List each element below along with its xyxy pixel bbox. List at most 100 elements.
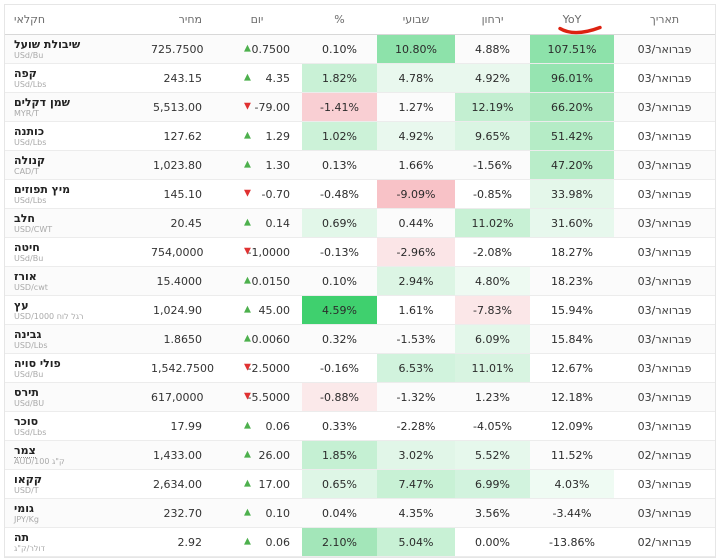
column-header-price[interactable]: מחיר (151, 5, 212, 35)
table-row[interactable]: גומי JPY/Kg 232.70 ▲ 0.10 0.04% 4.35% 3.… (5, 498, 715, 528)
yoy-change-cell: 12.18% (530, 382, 614, 412)
table-row[interactable]: קפה USd/Lbs 243.15 ▲ 4.35 1.82% 4.78% 4.… (5, 63, 715, 93)
monthly-change-cell: -7.83% (455, 295, 530, 325)
down-arrow-icon: ▼ (244, 246, 251, 257)
column-header-monthly[interactable]: ירחון (455, 5, 530, 35)
commodity-name[interactable]: קקאו (14, 473, 42, 486)
percent-change-cell: -0.88% (302, 382, 377, 412)
table-row[interactable]: עץ USD/1000 רגל לוח 1,024.90 ▲ 45.00 4.5… (5, 295, 715, 325)
table-row[interactable]: פולי סויה USd/Bu 1,542.7500 ▼ -2.5000 -0… (5, 353, 715, 383)
table-row[interactable]: גבינה USD/Lbs 1.8650 ▲ 0.0060 0.32% -1.5… (5, 324, 715, 354)
commodity-unit: USd/Bu (14, 51, 44, 60)
date-cell: פברואר/02 (614, 440, 715, 470)
table-row[interactable]: צמר AUD/100 ק"ג 1,433.00 ▲ 26.00 1.85% 3… (5, 440, 715, 470)
column-header-day[interactable]: יום (212, 5, 302, 35)
commodity-name[interactable]: קנולה (14, 154, 46, 167)
commodity-unit: USD/cwt (14, 283, 48, 292)
monthly-change-cell: 9.65% (455, 121, 530, 151)
column-header-percent[interactable]: % (302, 5, 377, 35)
day-change-value: -79.00 (254, 100, 290, 114)
weekly-change-cell: 5.04% (377, 527, 455, 557)
commodity-name[interactable]: מיץ תפוזים (14, 183, 71, 196)
up-arrow-icon: ▲ (244, 217, 251, 228)
commodity-name[interactable]: אורז (14, 270, 37, 283)
commodity-name[interactable]: סוכר (14, 415, 39, 428)
table-row[interactable]: שיבולת שועל USd/Bu 725.7500 ▲ 0.7500 0.1… (5, 34, 715, 64)
column-header-commodity[interactable]: חקלאי (5, 5, 151, 35)
up-arrow-icon: ▲ (244, 333, 251, 344)
day-change-value: -2.5000 (247, 361, 290, 375)
commodity-cell: עץ USD/1000 רגל לוח (5, 295, 151, 325)
yoy-header-label: YoY (562, 13, 582, 26)
up-arrow-icon: ▲ (244, 536, 251, 547)
percent-change-cell: 0.10% (302, 266, 377, 296)
commodity-name[interactable]: צמר (14, 444, 36, 458)
price-cell: 5,513.00 (151, 92, 212, 122)
yoy-change-cell: 18.23% (530, 266, 614, 296)
weekly-change-cell: -1.53% (377, 324, 455, 354)
yoy-change-cell: 96.01% (530, 63, 614, 93)
commodity-name[interactable]: חיטה (14, 241, 40, 254)
monthly-change-cell: 1.23% (455, 382, 530, 412)
commodity-name[interactable]: תה (14, 531, 30, 544)
down-arrow-icon: ▼ (244, 188, 251, 199)
date-cell: פברואר/03 (614, 121, 715, 151)
commodity-unit: USD/CWT (14, 225, 53, 234)
commodity-name[interactable]: קפה (14, 67, 37, 80)
yoy-change-cell: 31.60% (530, 208, 614, 238)
commodities-table: חקלאי מחיר יום % שבועי ירחון YoY תאריך (5, 5, 715, 557)
table-row[interactable]: תירס USd/BU 617,0000 ▼ -5.5000 -0.88% -1… (5, 382, 715, 412)
commodity-unit: USd/Lbs (14, 138, 47, 147)
monthly-change-cell: 12.19% (455, 92, 530, 122)
commodity-name[interactable]: גומי (14, 502, 34, 515)
table-row[interactable]: כותנה USd/Lbs 127.62 ▲ 1.29 1.02% 4.92% … (5, 121, 715, 151)
commodity-unit: USd/Bu (14, 370, 44, 379)
commodity-name[interactable]: חלב (14, 212, 35, 225)
weekly-change-cell: 3.02% (377, 440, 455, 470)
day-change-cell: ▲ 0.06 (212, 527, 302, 557)
price-cell: 145.10 (151, 179, 212, 209)
up-arrow-icon: ▲ (244, 420, 251, 431)
table-row[interactable]: תה דולר/ק"ג 2.92 ▲ 0.06 2.10% 5.04% 0.00… (5, 527, 715, 557)
commodity-cell: גבינה USD/Lbs (5, 324, 151, 354)
monthly-change-cell: 4.80% (455, 266, 530, 296)
percent-change-cell: -1.41% (302, 92, 377, 122)
commodity-name[interactable]: כותנה (14, 125, 45, 138)
table-row[interactable]: שמן דקלים MYR/T 5,513.00 ▼ -79.00 -1.41%… (5, 92, 715, 122)
table-row[interactable]: קקאו USD/T 2,634.00 ▲ 17.00 0.65% 7.47% … (5, 469, 715, 499)
table-row[interactable]: מיץ תפוזים USd/Lbs 145.10 ▼ -0.70 -0.48%… (5, 179, 715, 209)
commodity-name[interactable]: גבינה (14, 328, 42, 341)
weekly-change-cell: 1.61% (377, 295, 455, 325)
date-cell: פברואר/03 (614, 208, 715, 238)
commodity-name[interactable]: שיבולת שועל (14, 38, 81, 51)
commodity-name[interactable]: שמן דקלים (14, 96, 71, 109)
commodity-cell: חלב USD/CWT (5, 208, 151, 238)
commodity-unit: MYR/T (14, 109, 39, 118)
table-row[interactable]: סוכר USd/Lbs 17.99 ▲ 0.06 0.33% -2.28% -… (5, 411, 715, 441)
up-arrow-icon: ▲ (244, 72, 251, 83)
column-header-weekly[interactable]: שבועי (377, 5, 455, 35)
commodity-name[interactable]: עץ (14, 299, 29, 312)
price-cell: 127.62 (151, 121, 212, 151)
percent-change-cell: 4.59% (302, 295, 377, 325)
table-row[interactable]: חיטה USd/Bu 754,0000 ▼ -1,0000 -0.13% -2… (5, 237, 715, 267)
percent-change-cell: -0.48% (302, 179, 377, 209)
table-row[interactable]: קנולה CAD/T 1,023.80 ▲ 1.30 0.13% 1.66% … (5, 150, 715, 180)
column-header-date[interactable]: תאריך (614, 5, 715, 35)
table-row[interactable]: חלב USD/CWT 20.45 ▲ 0.14 0.69% 0.44% 11.… (5, 208, 715, 238)
up-arrow-icon: ▲ (244, 159, 251, 170)
column-header-yoy[interactable]: YoY (530, 5, 614, 35)
commodity-cell: אורז USD/cwt (5, 266, 151, 296)
commodity-name[interactable]: תירס (14, 386, 39, 399)
day-change-cell: ▲ 0.06 (212, 411, 302, 441)
commodity-cell: פולי סויה USd/Bu (5, 353, 151, 383)
date-cell: פברואר/03 (614, 411, 715, 441)
up-arrow-icon: ▲ (244, 304, 251, 315)
price-cell: 1,542.7500 (151, 353, 214, 383)
commodity-cell: חיטה USd/Bu (5, 237, 151, 267)
down-arrow-icon: ▼ (244, 101, 251, 112)
commodity-unit: USd/BU (14, 399, 45, 408)
table-row[interactable]: אורז USD/cwt 15.4000 ▲ 0.0150 0.10% 2.94… (5, 266, 715, 296)
commodity-cell: שיבולת שועל USd/Bu (5, 34, 151, 64)
commodity-name[interactable]: פולי סויה (14, 357, 61, 370)
